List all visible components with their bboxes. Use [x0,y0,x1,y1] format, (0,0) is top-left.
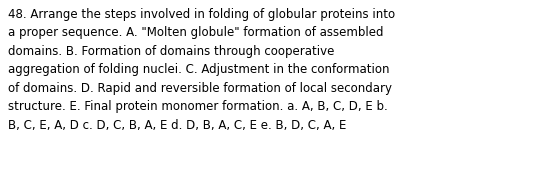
Text: 48. Arrange the steps involved in folding of globular proteins into
a proper seq: 48. Arrange the steps involved in foldin… [8,8,396,132]
